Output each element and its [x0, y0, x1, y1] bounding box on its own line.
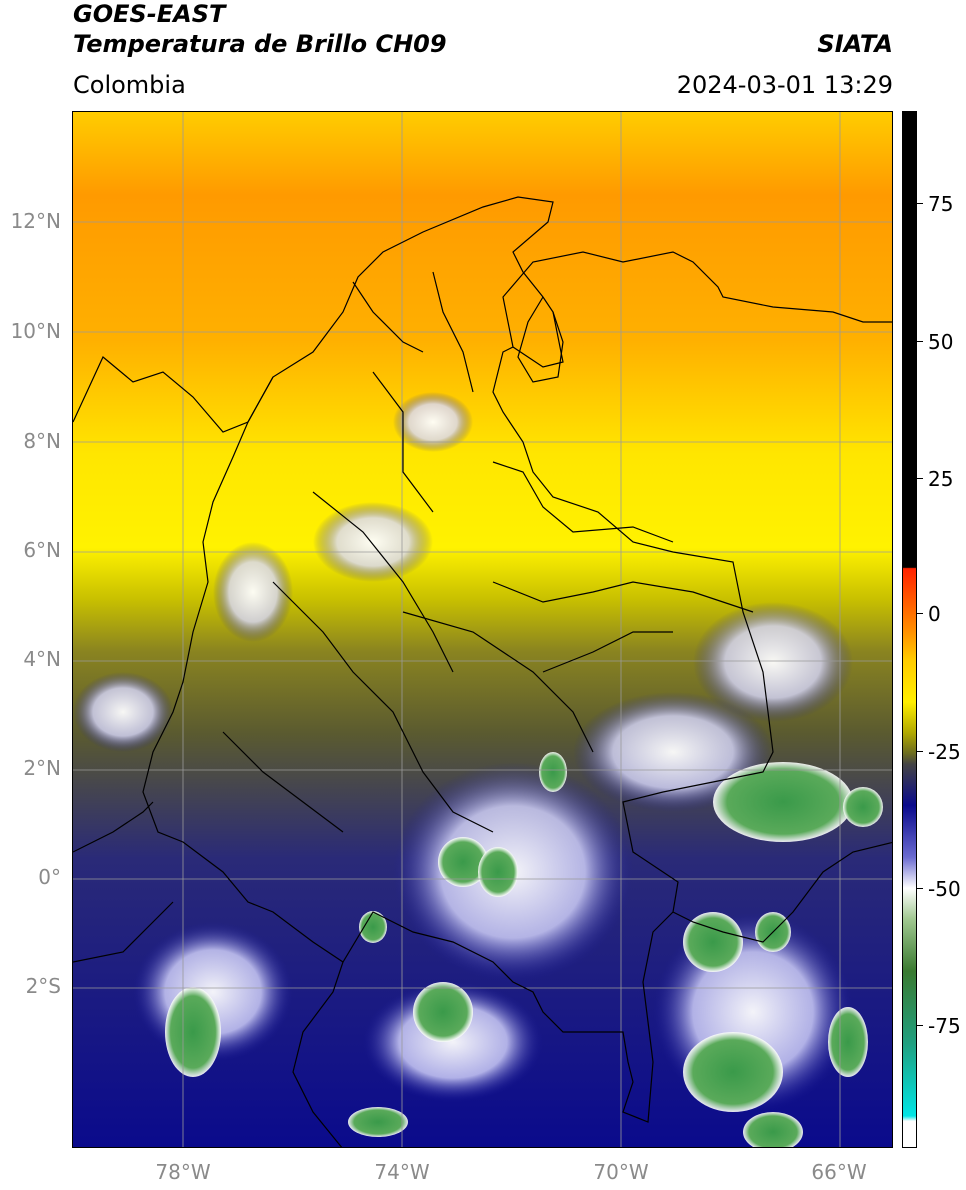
lat-label-0: 0° — [38, 865, 61, 889]
map-canvas — [73, 112, 892, 1147]
cloud-cluster — [213, 542, 293, 642]
colorbar-tick — [917, 341, 923, 342]
colorbar-label-25: 25 — [928, 467, 954, 491]
colorbar-tick — [917, 888, 923, 889]
cloud-cluster — [363, 982, 543, 1102]
cold-cloud-tops — [165, 752, 883, 1147]
lat-label-4n: 4°N — [23, 647, 61, 671]
lat-label-2s: 2°S — [25, 974, 61, 998]
lon-label-70w: 70°W — [593, 1160, 649, 1184]
satellite-title: GOES-EAST — [73, 0, 226, 28]
lat-label-8n: 8°N — [23, 429, 61, 453]
cold-top — [359, 911, 387, 943]
cloud-cluster — [313, 502, 433, 582]
lon-label-78w: 78°W — [155, 1160, 211, 1184]
colorbar-label-50: 50 — [928, 330, 954, 354]
cloud-cluster — [73, 672, 173, 752]
cold-top — [539, 752, 567, 792]
colorbar-gradient — [903, 112, 916, 1147]
cold-top — [165, 987, 221, 1077]
cold-top — [438, 837, 488, 887]
colorbar-tick — [917, 613, 923, 614]
coastlines-borders — [73, 196, 892, 1147]
colorbar — [902, 111, 917, 1148]
agency-label: SIATA — [817, 30, 893, 58]
region-label: Colombia — [73, 71, 186, 99]
cold-top — [413, 982, 473, 1042]
graticule — [73, 112, 892, 1147]
cold-top — [843, 787, 883, 827]
cold-top — [743, 1112, 803, 1147]
cold-top — [478, 847, 518, 897]
product-title: Temperatura de Brillo CH09 — [73, 30, 447, 58]
colorbar-tick — [917, 478, 923, 479]
colorbar-label-neg75: -75 — [928, 1014, 961, 1038]
cold-top — [683, 912, 743, 972]
lon-label-66w: 66°W — [811, 1160, 867, 1184]
colorbar-label-neg50: -50 — [928, 877, 961, 901]
cold-top — [348, 1107, 408, 1137]
lat-label-10n: 10°N — [10, 319, 61, 343]
satellite-map — [72, 111, 893, 1148]
cold-top — [828, 1007, 868, 1077]
lon-label-74w: 74°W — [374, 1160, 430, 1184]
colorbar-tick — [917, 203, 923, 204]
colorbar-label-0: 0 — [928, 602, 941, 626]
colorbar-tick — [917, 751, 923, 752]
datetime-label: 2024-03-01 13:29 — [676, 71, 893, 99]
colorbar-label-75: 75 — [928, 192, 954, 216]
lat-label-12n: 12°N — [10, 209, 61, 233]
colorbar-label-neg25: -25 — [928, 740, 961, 764]
lat-label-2n: 2°N — [23, 756, 61, 780]
cloud-cluster — [393, 392, 473, 452]
cold-top — [713, 762, 853, 842]
colorbar-tick — [917, 1025, 923, 1026]
lat-label-6n: 6°N — [23, 538, 61, 562]
cloud-cluster — [693, 602, 853, 722]
cold-top — [683, 1032, 783, 1112]
